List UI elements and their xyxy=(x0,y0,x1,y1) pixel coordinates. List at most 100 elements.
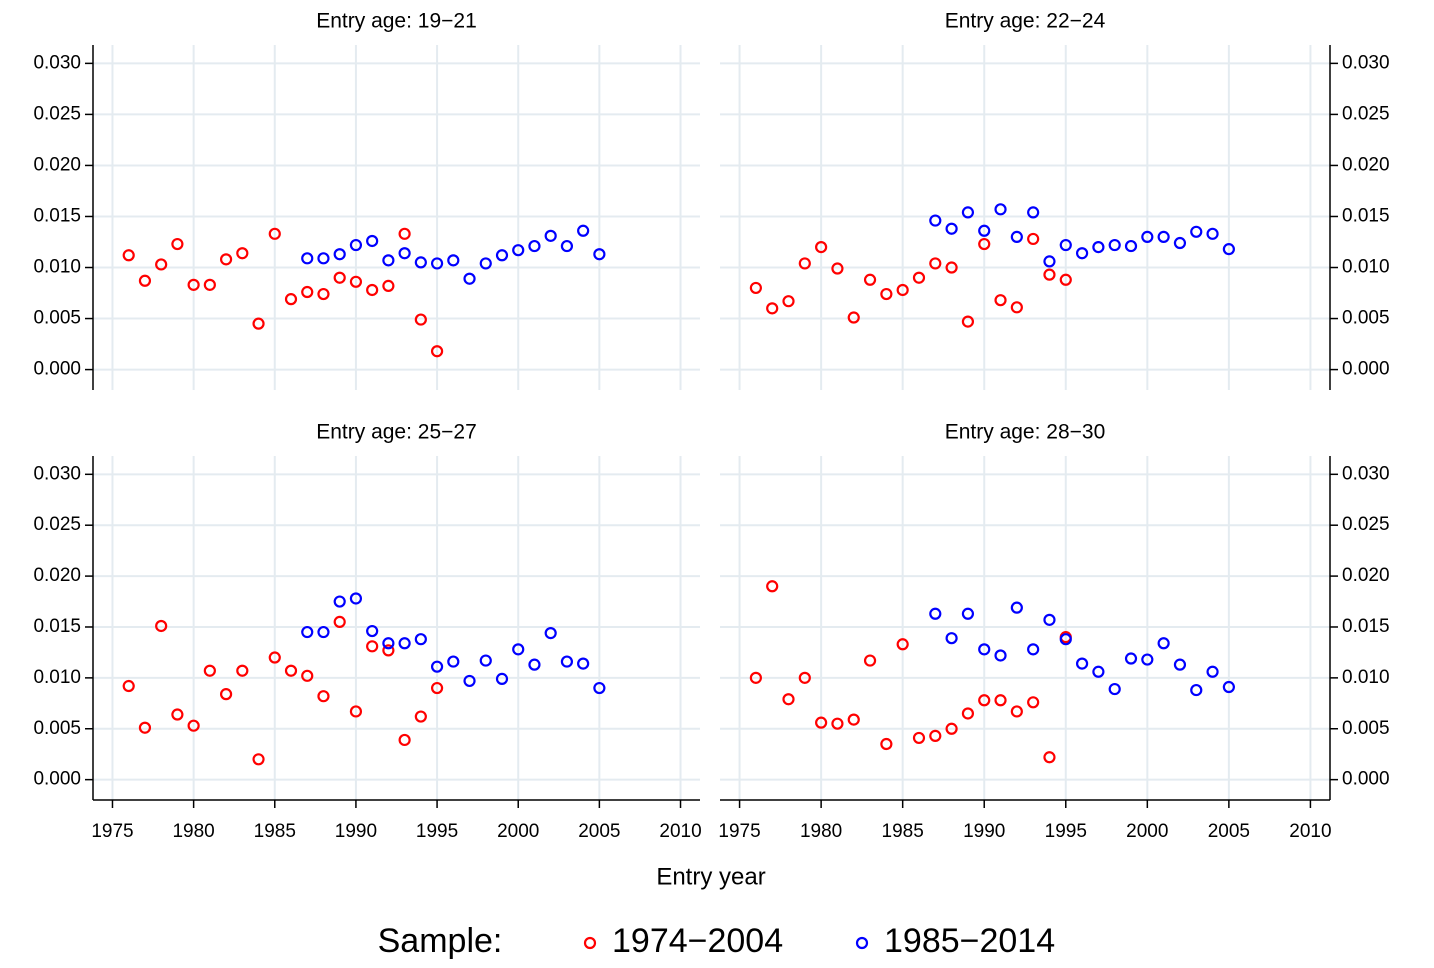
point xyxy=(978,224,991,237)
x-axis-label: Entry year xyxy=(656,863,765,890)
point xyxy=(382,644,395,657)
point xyxy=(593,681,606,695)
point xyxy=(831,262,844,275)
panel-title: Entry age: 28−30 xyxy=(945,421,1106,444)
x-tick-label: 1995 xyxy=(1045,821,1087,842)
point xyxy=(349,592,363,605)
y-tick-label: 0.005 xyxy=(33,308,81,329)
y-tick-label: 0.015 xyxy=(33,205,81,226)
y-tick-label: 0.010 xyxy=(33,667,81,688)
x-tick-label: 1975 xyxy=(91,821,133,842)
point xyxy=(301,625,314,639)
point xyxy=(317,252,330,265)
point xyxy=(847,311,860,324)
point xyxy=(798,257,811,270)
point xyxy=(463,674,476,688)
point xyxy=(155,258,168,271)
point xyxy=(577,224,590,237)
point xyxy=(1027,206,1040,219)
point xyxy=(1027,643,1040,656)
panel-title: Entry age: 22−24 xyxy=(945,10,1106,33)
y-tick-label: 0.015 xyxy=(33,616,81,637)
y-tick-label: 0.005 xyxy=(1342,718,1390,739)
point xyxy=(1108,682,1121,696)
point xyxy=(1059,633,1072,646)
point xyxy=(994,294,1007,307)
point xyxy=(544,229,557,242)
point xyxy=(414,313,427,326)
point xyxy=(961,707,975,720)
point xyxy=(1092,665,1105,678)
y-tick-label: 0.030 xyxy=(1342,52,1390,73)
point xyxy=(382,254,395,267)
point xyxy=(1027,232,1040,246)
point xyxy=(430,345,444,358)
point xyxy=(187,278,200,291)
point xyxy=(122,249,135,262)
x-tick-label: 1985 xyxy=(254,821,296,842)
point xyxy=(512,244,525,257)
point xyxy=(479,257,492,270)
point xyxy=(382,279,395,292)
point xyxy=(236,247,249,260)
point xyxy=(138,274,152,287)
point xyxy=(961,607,975,620)
point xyxy=(815,716,828,729)
point xyxy=(155,619,168,633)
point xyxy=(414,710,427,723)
point xyxy=(782,693,795,706)
point xyxy=(301,669,314,682)
y-tick-label: 0.025 xyxy=(1342,103,1390,124)
x-tick-label: 2005 xyxy=(578,821,620,842)
x-tick-label: 1995 xyxy=(416,821,458,842)
x-tick-label: 1975 xyxy=(718,821,760,842)
point xyxy=(831,717,844,730)
point xyxy=(301,252,314,265)
point xyxy=(349,238,363,252)
y-tick-label: 0.020 xyxy=(33,154,81,175)
y-tick-label: 0.015 xyxy=(1342,205,1390,226)
point xyxy=(880,287,893,301)
point xyxy=(333,248,346,261)
point xyxy=(219,688,233,701)
point xyxy=(268,651,281,664)
point xyxy=(593,248,606,261)
point xyxy=(317,690,330,703)
y-tick-label: 0.015 xyxy=(1342,616,1390,637)
point xyxy=(512,643,525,656)
point xyxy=(398,227,411,240)
point xyxy=(203,278,216,291)
point xyxy=(1173,236,1187,250)
point xyxy=(961,206,975,219)
point xyxy=(945,722,958,735)
point xyxy=(349,705,363,718)
point xyxy=(430,257,444,270)
point xyxy=(284,664,298,677)
point xyxy=(1059,238,1072,252)
y-tick-label: 0.025 xyxy=(33,514,81,535)
point xyxy=(896,638,909,651)
point xyxy=(1108,238,1121,252)
x-tick-label: 1980 xyxy=(172,821,214,842)
point xyxy=(978,643,991,656)
point xyxy=(203,664,216,677)
point xyxy=(349,275,363,288)
point xyxy=(1043,751,1056,764)
point xyxy=(398,247,411,260)
point xyxy=(366,283,379,297)
point xyxy=(994,203,1007,216)
point xyxy=(1157,637,1170,650)
point xyxy=(1190,683,1203,697)
y-tick-label: 0.005 xyxy=(1342,308,1390,329)
point xyxy=(219,253,233,266)
point xyxy=(978,237,991,251)
y-tick-label: 0.000 xyxy=(1342,769,1390,790)
x-tick-label: 2010 xyxy=(659,821,701,842)
point xyxy=(929,214,942,227)
point xyxy=(560,655,574,668)
y-tick-label: 0.030 xyxy=(33,52,81,73)
point xyxy=(1059,273,1072,286)
point xyxy=(187,719,200,732)
point xyxy=(577,657,590,670)
point xyxy=(1157,230,1170,243)
